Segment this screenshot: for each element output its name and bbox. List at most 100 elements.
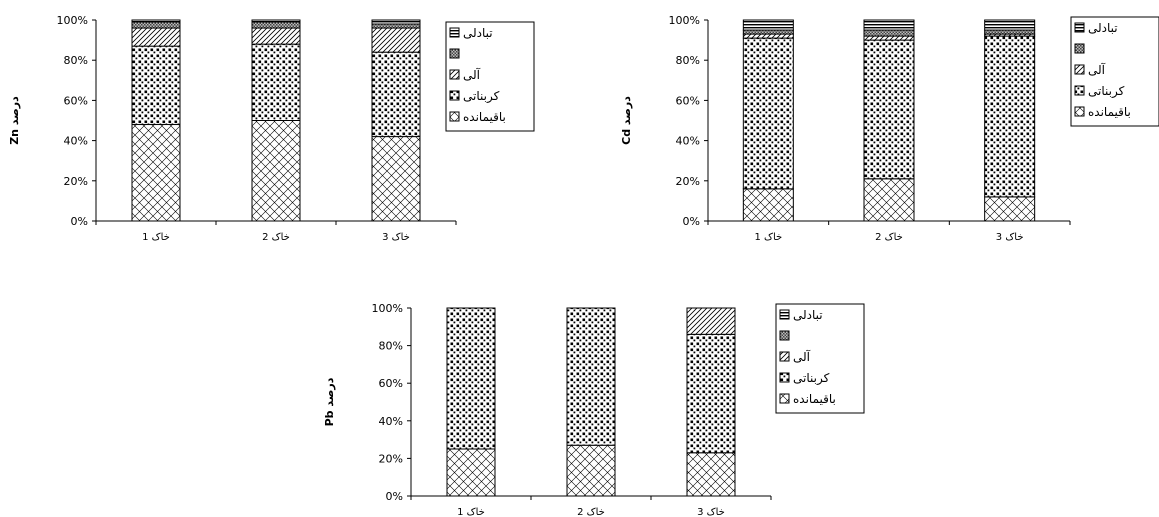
bar-segment-dots [742, 37, 794, 190]
legend-swatch-crosshatch [779, 393, 790, 404]
x-category-label: خاک 1 [754, 232, 782, 243]
y-axis-title: Pb درصد [323, 377, 336, 426]
bar-segment-fine-grid [371, 23, 421, 29]
legend-label: آلی [1088, 62, 1106, 77]
legend-label: کربناتی [463, 89, 500, 104]
legend-swatch-horizontal [1074, 22, 1085, 33]
y-tick-label: 20% [379, 452, 403, 465]
bar-segment-fine-grid [984, 29, 1036, 35]
legend: تبادلی آلی کربناتی باقیمانده [1070, 16, 1159, 127]
legend-swatch-fine-grid [779, 330, 790, 341]
bar-segment-dots [131, 45, 181, 126]
y-tick-label: 0% [683, 215, 700, 228]
legend-label: باقیمانده [1088, 105, 1131, 119]
legend-label: تبادلی [1088, 21, 1118, 35]
y-tick-label: 100% [372, 302, 403, 315]
bar-segment-horizontal [742, 19, 794, 31]
y-tick-label: 80% [676, 54, 700, 67]
bar-segment-diagonal [742, 33, 794, 39]
legend-swatch-dots [779, 372, 790, 383]
legend-frame [1070, 16, 1159, 127]
bar-segment-diagonal [131, 27, 181, 47]
bar-segment-crosshatch [371, 136, 421, 222]
bar-segment-crosshatch [131, 124, 181, 222]
x-category-label: خاک 1 [457, 507, 485, 517]
legend-label: کربناتی [793, 371, 830, 386]
x-category-label: خاک 3 [996, 232, 1024, 243]
bar-segment-crosshatch [863, 178, 915, 222]
bar-segment-fine-grid [863, 29, 915, 37]
legend-label: تبادلی [463, 26, 493, 40]
bar-segment-horizontal [863, 19, 915, 31]
y-tick-label: 40% [379, 415, 403, 428]
x-category-label: خاک 2 [875, 232, 903, 243]
legend-swatch-fine-grid [1074, 43, 1085, 54]
y-tick-label: 80% [64, 54, 88, 67]
x-category-label: خاک 3 [382, 232, 410, 243]
legend-swatch-diagonal [779, 351, 790, 362]
bar-segment-diagonal [686, 307, 736, 335]
bar-segment-crosshatch [984, 196, 1036, 222]
legend-swatch-fine-grid [449, 48, 460, 59]
y-tick-label: 0% [386, 490, 403, 503]
bar-segment-diagonal [371, 27, 421, 53]
x-category-label: خاک 2 [262, 232, 290, 243]
bar-segment-horizontal [251, 19, 301, 23]
bar-segment-dots [686, 333, 736, 454]
legend-swatch-dots [1074, 85, 1085, 96]
bar-segment-crosshatch [251, 120, 301, 222]
y-tick-label: 100% [57, 14, 88, 27]
chart-cd: 0% 20% 40% 60% 80% 100% Cd درصد خاک 1 خاک 2 خاک 3… [620, 14, 1159, 243]
legend-swatch-diagonal [1074, 64, 1085, 75]
y-axis-title: Zn درصد [8, 96, 21, 145]
bar-segment-diagonal [251, 27, 301, 45]
x-category-label: خاک 2 [577, 507, 605, 517]
x-category-label: خاک 3 [697, 507, 725, 517]
y-tick-label: 60% [64, 94, 88, 107]
y-axis-title: Cd درصد [620, 96, 633, 145]
legend-label: تبادلی [793, 308, 823, 322]
legend-swatch-horizontal [779, 309, 790, 320]
legend-swatch-crosshatch [449, 111, 460, 122]
legend: تبادلی آلی کربناتی باقیمانده [775, 303, 865, 414]
y-tick-label: 40% [676, 135, 700, 148]
bar-segment-crosshatch [446, 448, 496, 497]
bar-segment-dots [863, 39, 915, 180]
legend-frame [445, 21, 535, 132]
y-tick-label: 60% [379, 377, 403, 390]
legend-label: باقیمانده [463, 110, 506, 124]
bar-segment-diagonal [863, 35, 915, 41]
y-tick-label: 20% [676, 175, 700, 188]
bar-segment-dots [446, 307, 496, 450]
chart-zn: 0% 20% 40% 60% 80% 100% Zn درصد خاک 1 خاک 2 خاک 3… [8, 14, 535, 243]
bar-segment-crosshatch [566, 444, 616, 497]
bar-segment-fine-grid [742, 29, 794, 35]
y-tick-label: 60% [676, 94, 700, 107]
legend-frame [775, 303, 865, 414]
y-tick-label: 80% [379, 340, 403, 353]
bar-segment-fine-grid [251, 21, 301, 29]
bar-segment-dots [251, 43, 301, 121]
bar-segment-horizontal [371, 19, 421, 25]
bar-segment-fine-grid [131, 21, 181, 29]
bar-segment-crosshatch [686, 452, 736, 497]
legend-swatch-crosshatch [1074, 106, 1085, 117]
y-tick-label: 20% [64, 175, 88, 188]
legend-swatch-dots [449, 90, 460, 101]
legend-swatch-diagonal [449, 69, 460, 80]
y-tick-label: 40% [64, 135, 88, 148]
x-category-label: خاک 1 [142, 232, 170, 243]
bar-segment-horizontal [984, 19, 1036, 31]
bar-segment-dots [984, 35, 1036, 198]
bar-segment-horizontal [131, 19, 181, 23]
legend: تبادلی آلی کربناتی باقیمانده [445, 21, 535, 132]
chart-pb: 0% 20% 40% 60% 80% 100% Pb درصد خاک 1 خاک 2 خاک 3… [323, 302, 865, 517]
legend-label: آلی [793, 349, 811, 364]
bar-segment-dots [371, 51, 421, 138]
y-tick-label: 100% [669, 14, 700, 27]
bar-segment-dots [566, 307, 616, 446]
legend-swatch-horizontal [449, 27, 460, 38]
legend-label: آلی [463, 67, 481, 82]
legend-label: باقیمانده [793, 392, 836, 406]
